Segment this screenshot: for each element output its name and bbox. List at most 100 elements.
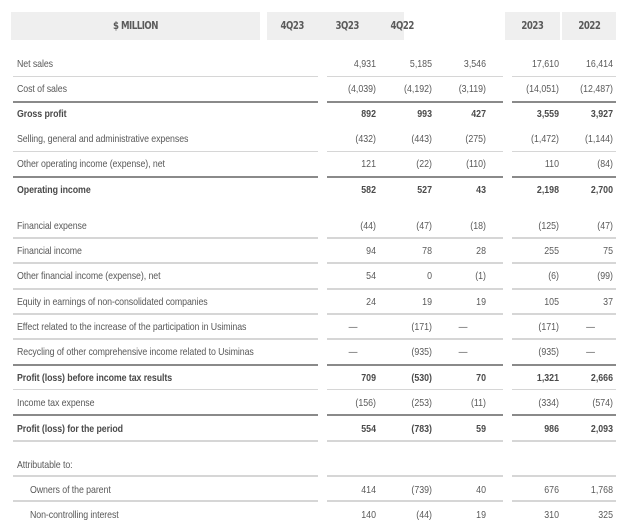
row-divider xyxy=(327,500,503,502)
table-row-other-financial: Other financial income (expense), net 54… xyxy=(0,264,640,289)
cell-4q22: 40 xyxy=(476,484,486,496)
cell-4q23: 4,931 xyxy=(353,58,376,70)
cell-2023: 3,559 xyxy=(536,108,559,120)
cell-2022: (47) xyxy=(597,220,613,232)
row-label: Profit (loss) for the period xyxy=(17,423,123,435)
cell-4q23: 121 xyxy=(361,158,376,170)
table-row-equity-earnings: Equity in earnings of non-consolidated c… xyxy=(0,290,640,315)
cell-2022: (99) xyxy=(597,270,613,282)
table-row-profit-before-tax: Profit (loss) before income tax results … xyxy=(0,366,640,391)
table-row-gross-profit: Gross profit 892 993 427 3,559 3,927 xyxy=(0,102,640,127)
cell-4q22: 28 xyxy=(476,245,486,257)
row-divider xyxy=(512,389,616,390)
table-row-net-sales: Net sales 4,931 5,185 3,546 17,610 16,41… xyxy=(0,52,640,77)
row-label: Equity in earnings of non-consolidated c… xyxy=(17,296,208,308)
cell-4q23: 140 xyxy=(361,509,376,521)
table-row-recycling-oci: Recycling of other comprehensive income … xyxy=(0,340,640,365)
row-divider xyxy=(512,288,616,290)
cell-2022: 75 xyxy=(603,245,613,257)
cell-2022: 37 xyxy=(603,296,613,308)
row-label: Owners of the parent xyxy=(30,484,111,496)
row-label: Profit (loss) before income tax results xyxy=(17,372,173,384)
subtotal-rule xyxy=(512,101,616,103)
cell-2022: (12,487) xyxy=(580,83,613,95)
row-divider xyxy=(13,151,318,152)
row-divider xyxy=(13,338,318,340)
cell-3q23: (22) xyxy=(416,158,432,170)
row-label: Effect related to the increase of the pa… xyxy=(17,321,247,333)
cell-4q22: (275) xyxy=(465,133,486,145)
cell-2023: (1,472) xyxy=(531,133,559,145)
row-divider xyxy=(13,475,318,477)
cell-3q23: (935) xyxy=(411,346,432,358)
subtotal-rule xyxy=(512,364,616,366)
cell-2022: 2,666 xyxy=(590,372,613,384)
row-divider xyxy=(327,262,503,264)
row-divider xyxy=(512,500,616,502)
cell-4q22: 59 xyxy=(476,423,486,435)
table-row-financial-income: Financial income 94 78 28 255 75 xyxy=(0,239,640,264)
table-row-financial-expense: Financial expense (44) (47) (18) (125) (… xyxy=(0,214,640,239)
table-row-income-tax: Income tax expense (156) (253) (11) (334… xyxy=(0,391,640,416)
cell-2023: (935) xyxy=(538,346,559,358)
cell-2023: (334) xyxy=(538,397,559,409)
row-divider xyxy=(13,389,318,390)
cell-2023: 310 xyxy=(544,509,559,521)
cell-2022: 3,927 xyxy=(590,108,613,120)
table-row-sga: Selling, general and administrative expe… xyxy=(0,127,640,152)
row-divider xyxy=(13,237,318,239)
cell-4q22: 19 xyxy=(476,296,486,308)
cell-4q23: 582 xyxy=(361,184,376,196)
header-col-2022: 2022 xyxy=(562,12,616,40)
table-row-owners-of-parent: Owners of the parent 414 (739) 40 676 1,… xyxy=(0,478,640,503)
row-divider xyxy=(512,237,616,239)
row-divider xyxy=(512,338,616,340)
header-years-block: 2023 2022 xyxy=(505,12,616,40)
row-divider xyxy=(512,313,616,315)
subtotal-rule xyxy=(327,176,503,178)
cell-2022: (1,144) xyxy=(585,133,613,145)
cell-4q23: 709 xyxy=(361,372,376,384)
cell-3q23: (783) xyxy=(411,423,432,435)
header-col-2023: 2023 xyxy=(505,12,560,40)
row-divider xyxy=(327,151,503,152)
cell-2023: (171) xyxy=(538,321,559,333)
row-divider xyxy=(13,288,318,290)
cell-4q23: 554 xyxy=(361,423,376,435)
row-divider xyxy=(327,440,503,442)
cell-2023: (14,051) xyxy=(526,83,559,95)
header-label-cell: $ MILLION xyxy=(11,12,260,40)
cell-4q23: 414 xyxy=(361,484,376,496)
cell-2022: 2,700 xyxy=(590,184,613,196)
table-row-usiminas-effect: Effect related to the increase of the pa… xyxy=(0,315,640,340)
cell-4q22: — xyxy=(458,321,468,333)
header-quarters-block: 4Q23 3Q23 4Q22 xyxy=(267,12,414,40)
cell-4q23: 54 xyxy=(366,270,376,282)
cell-4q22: (18) xyxy=(470,220,486,232)
row-divider xyxy=(512,262,616,264)
row-divider xyxy=(512,475,616,477)
row-label: Non-controlling interest xyxy=(30,509,119,521)
cell-2023: (6) xyxy=(548,270,559,282)
row-label: Income tax expense xyxy=(17,397,95,409)
cell-2023: 255 xyxy=(544,245,559,257)
table-row-profit-for-period: Profit (loss) for the period 554 (783) 5… xyxy=(0,417,640,442)
cell-4q23: (156) xyxy=(355,397,376,409)
cell-2023: 676 xyxy=(544,484,559,496)
row-label: Recycling of other comprehensive income … xyxy=(17,346,254,358)
cell-3q23: (530) xyxy=(411,372,432,384)
subtotal-rule xyxy=(512,414,616,416)
row-divider xyxy=(13,500,318,502)
cell-4q23: (4,039) xyxy=(348,83,376,95)
cell-4q23: 892 xyxy=(361,108,376,120)
cell-3q23: (4,192) xyxy=(404,83,432,95)
cell-4q22: 70 xyxy=(476,372,486,384)
row-divider xyxy=(13,440,318,442)
row-label: Financial expense xyxy=(17,220,87,232)
row-label: Financial income xyxy=(17,245,82,257)
cell-4q23: (44) xyxy=(360,220,376,232)
cell-3q23: 5,185 xyxy=(409,58,432,70)
row-label: Gross profit xyxy=(17,108,67,120)
subtotal-rule xyxy=(13,176,318,178)
